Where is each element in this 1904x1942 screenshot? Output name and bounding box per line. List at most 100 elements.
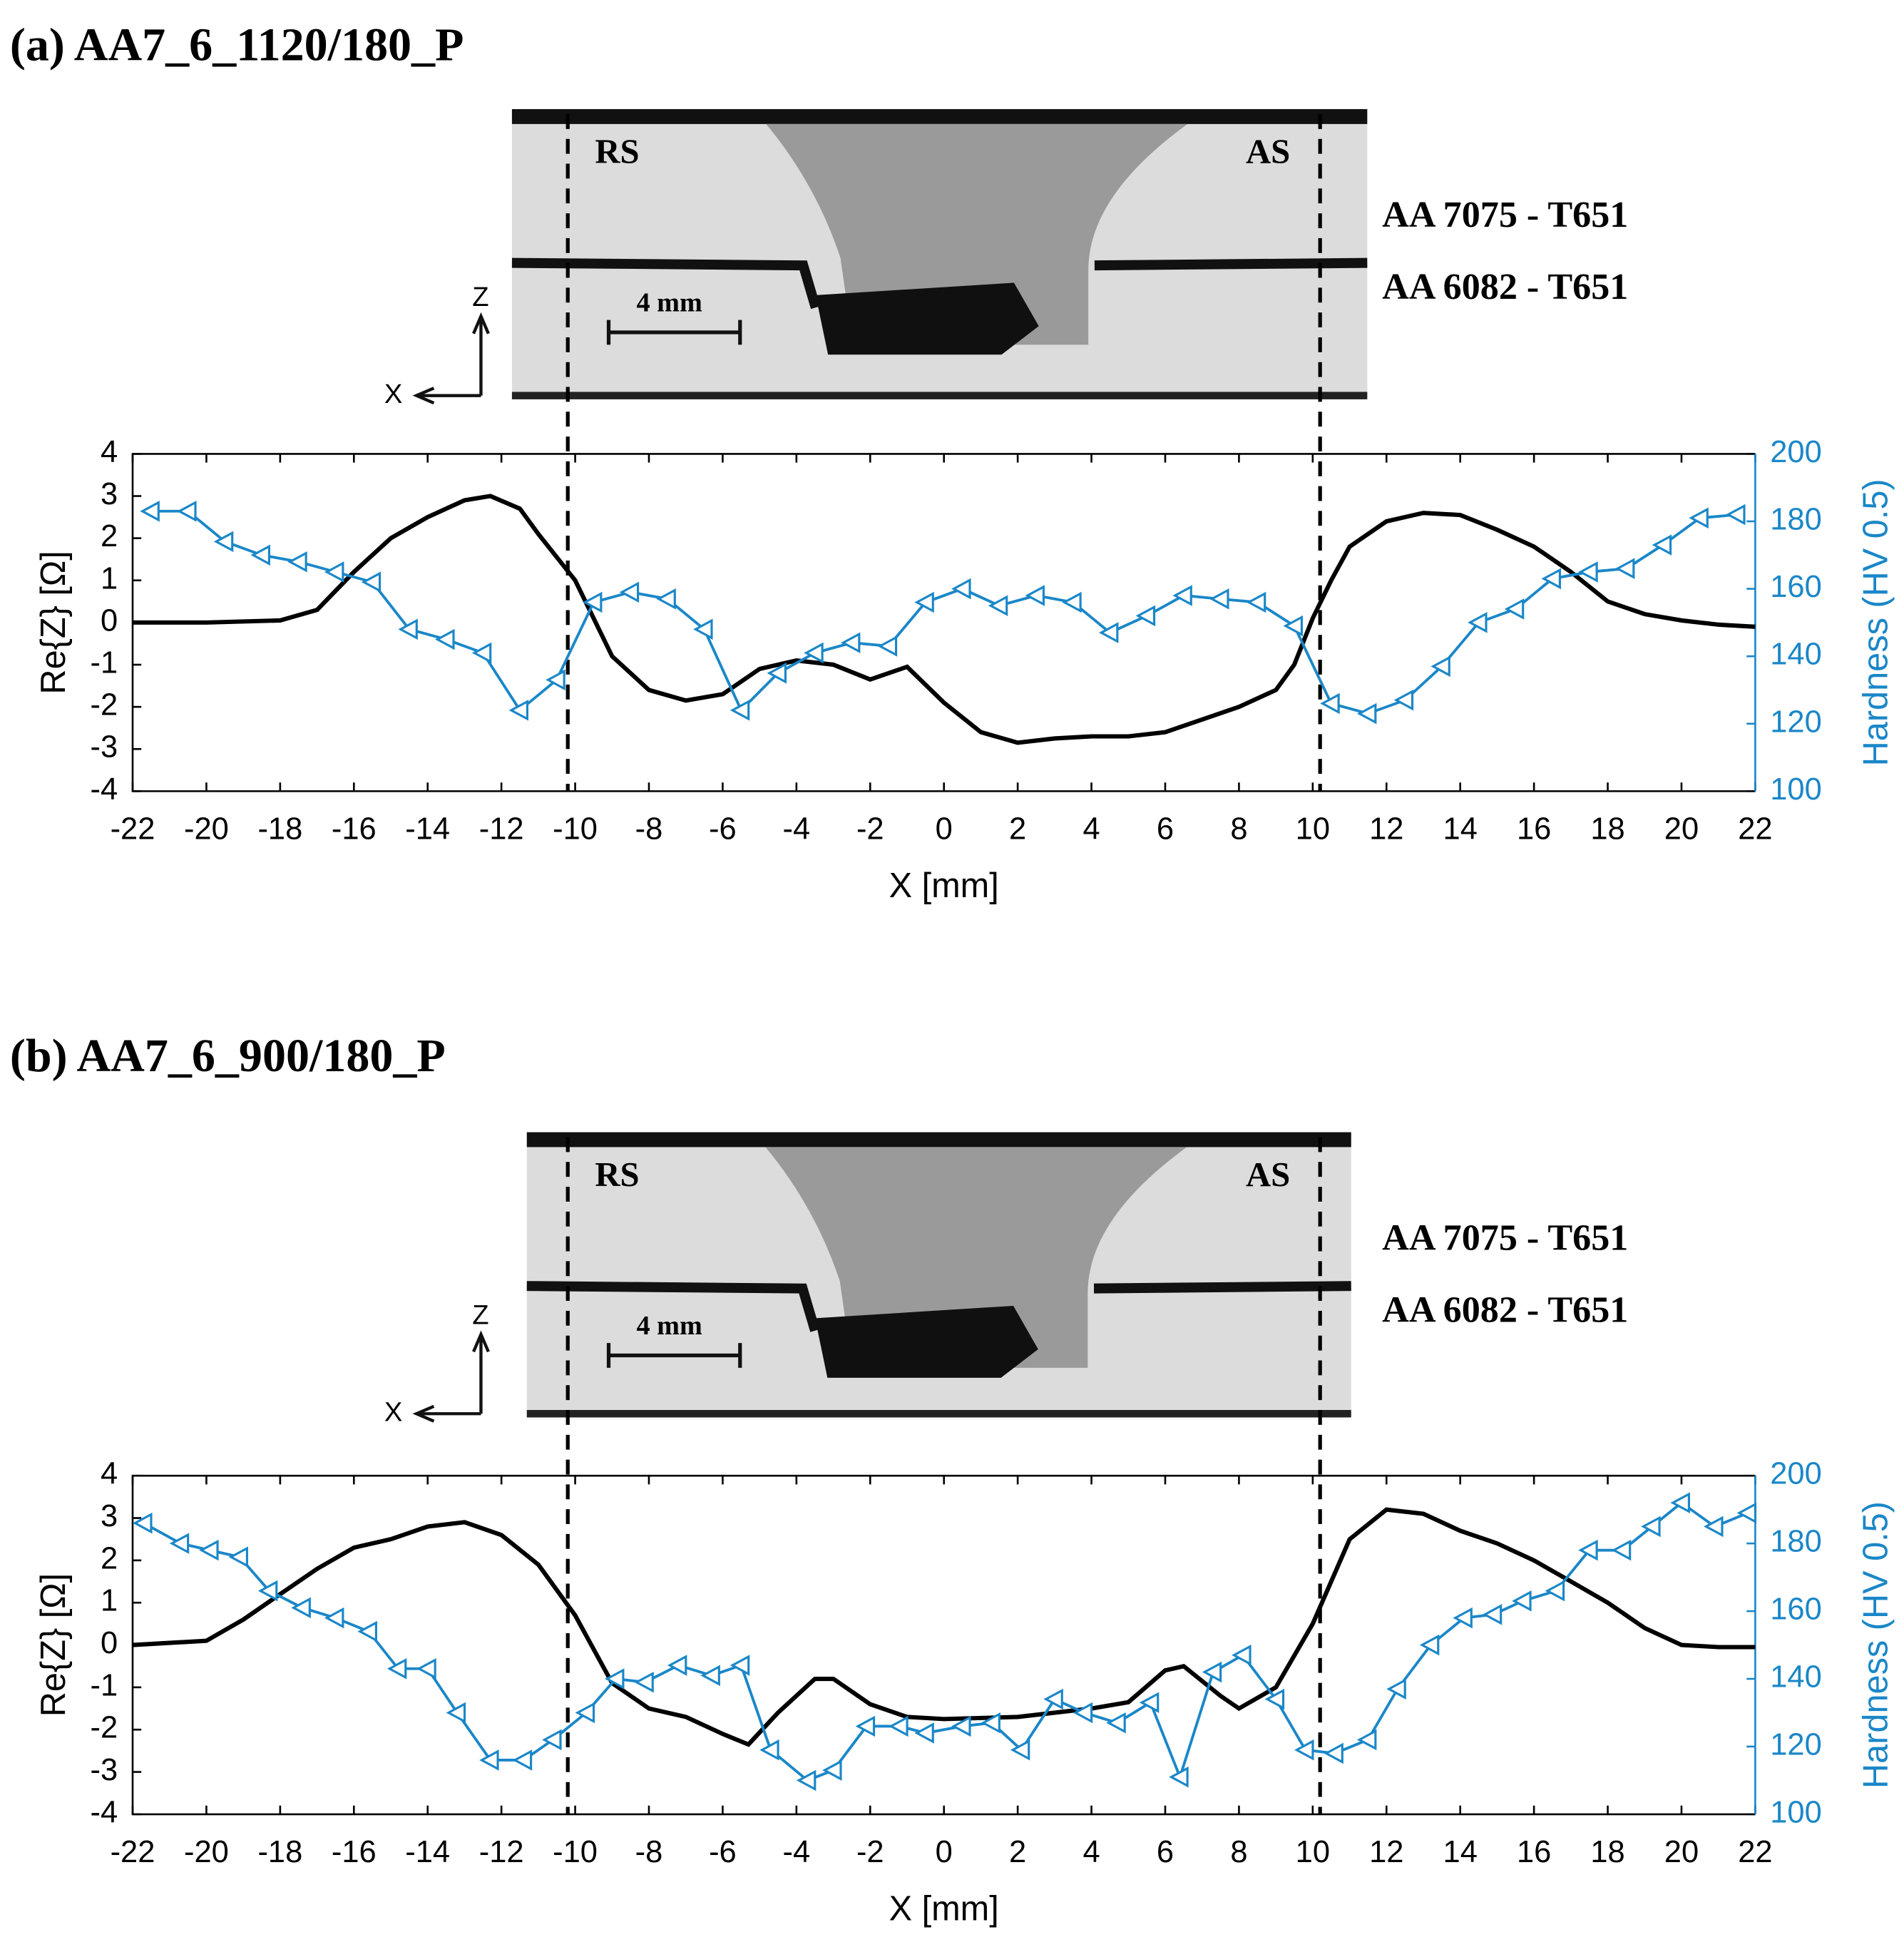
y2-axis-label: Hardness (HV 0.5) [1856, 479, 1895, 766]
marker [700, 1665, 720, 1687]
marker [951, 578, 971, 600]
y-tick-label: 1 [101, 1584, 118, 1618]
marker [1135, 605, 1156, 627]
y2-tick-label: 180 [1770, 1525, 1821, 1559]
y2-tick-label: 120 [1770, 705, 1821, 739]
scale-label: 4 mm [636, 288, 702, 318]
y-tick-label: 4 [101, 435, 118, 469]
material-label: AA 6082 - T651 [1382, 267, 1628, 307]
marker [324, 561, 344, 583]
marker [796, 1769, 817, 1792]
marker [1356, 1729, 1377, 1751]
x-tick-label: 6 [1157, 812, 1174, 846]
x-tick-label: 2 [1009, 1835, 1026, 1869]
marker [1386, 1678, 1406, 1700]
x-tick-label: -8 [635, 1835, 663, 1869]
x-tick-label: 12 [1369, 1835, 1403, 1869]
marker [1482, 1604, 1503, 1625]
marker [1356, 702, 1377, 725]
y-tick-label: 3 [101, 1499, 118, 1533]
marker [177, 501, 197, 522]
y2-tick-label: 160 [1770, 1593, 1821, 1627]
y-tick-label: -1 [91, 1668, 118, 1702]
marker [988, 595, 1008, 617]
micrograph-bottom-edge [511, 392, 1368, 399]
y2-axis-label: Hardness (HV 0.5) [1856, 1501, 1895, 1789]
x-tick-label: -18 [257, 812, 302, 846]
marker [387, 1657, 407, 1680]
axis-icon-z: Z [472, 1300, 488, 1331]
marker [840, 632, 861, 654]
y-tick-label: -2 [91, 1711, 118, 1745]
y2-tick-label: 100 [1770, 1795, 1821, 1829]
x-axis-label: X [mm] [889, 1889, 999, 1928]
marker [479, 1749, 499, 1771]
x-tick-label: -8 [635, 812, 663, 846]
marker [133, 1512, 153, 1534]
x-tick-label: 18 [1590, 1835, 1624, 1869]
x-tick-label: -4 [783, 1835, 811, 1869]
material-label: AA 7075 - T651 [1382, 1218, 1628, 1259]
marker [398, 618, 418, 640]
x-axis-label: X [mm] [889, 867, 999, 905]
x-tick-label: 0 [936, 1835, 953, 1869]
y-tick-label: 1 [101, 561, 118, 596]
rs-label: RS [595, 133, 639, 171]
micrograph-top-edge [526, 1132, 1351, 1148]
y2-tick-label: 160 [1770, 570, 1821, 604]
nugget-void [815, 282, 1039, 355]
x-tick-label: -18 [257, 1835, 302, 1869]
x-tick-label: 2 [1009, 812, 1026, 846]
marker [914, 591, 934, 613]
y-tick-label: 0 [101, 603, 118, 638]
x-tick-label: 22 [1738, 812, 1772, 846]
scale-bar [606, 320, 742, 345]
x-tick-label: 10 [1296, 812, 1330, 846]
y-tick-label: -3 [91, 1753, 118, 1787]
x-tick-label: 14 [1443, 812, 1478, 846]
rs-label: RS [595, 1155, 639, 1194]
marker [1246, 591, 1266, 613]
marker [759, 1739, 779, 1761]
marker [1545, 1580, 1565, 1602]
x-tick-label: 10 [1296, 1835, 1330, 1869]
x-tick-label: -20 [184, 812, 229, 846]
x-tick-label: -12 [479, 812, 524, 846]
marker [1578, 561, 1598, 583]
marker [199, 1539, 219, 1561]
y-tick-label: 0 [101, 1626, 118, 1660]
marker [324, 1607, 344, 1629]
x-tick-label: 12 [1369, 812, 1403, 846]
marker [889, 1715, 909, 1737]
marker [1541, 568, 1561, 590]
x-tick-label: -16 [332, 1835, 377, 1869]
marker [508, 700, 528, 721]
marker [1641, 1516, 1661, 1538]
y2-tick-label: 100 [1770, 772, 1821, 807]
marker [213, 531, 234, 553]
marker [1320, 693, 1340, 715]
marker [1704, 1516, 1724, 1538]
y-tick-label: -4 [91, 772, 118, 807]
marker [416, 1657, 436, 1680]
marker [1264, 1688, 1285, 1710]
x-tick-label: -14 [405, 1835, 450, 1869]
series-line [143, 1501, 1749, 1782]
x-tick-label: -2 [856, 1835, 884, 1869]
marker [546, 669, 565, 691]
y-tick-label: -1 [91, 645, 118, 680]
x-tick-label: 0 [936, 812, 953, 846]
marker [1025, 585, 1045, 606]
x-tick-label: 8 [1230, 812, 1247, 846]
x-tick-label: -14 [405, 812, 450, 846]
x-tick-label: 16 [1517, 812, 1551, 846]
x-tick-label: -4 [783, 812, 811, 846]
y-tick-label: -4 [91, 1795, 118, 1829]
x-tick-label: 6 [1157, 1835, 1174, 1869]
x-tick-label: 14 [1443, 1835, 1478, 1869]
y2-tick-label: 120 [1770, 1727, 1821, 1762]
marker [1139, 1692, 1160, 1714]
marker [1043, 1688, 1063, 1710]
stir-zone [766, 123, 1188, 345]
